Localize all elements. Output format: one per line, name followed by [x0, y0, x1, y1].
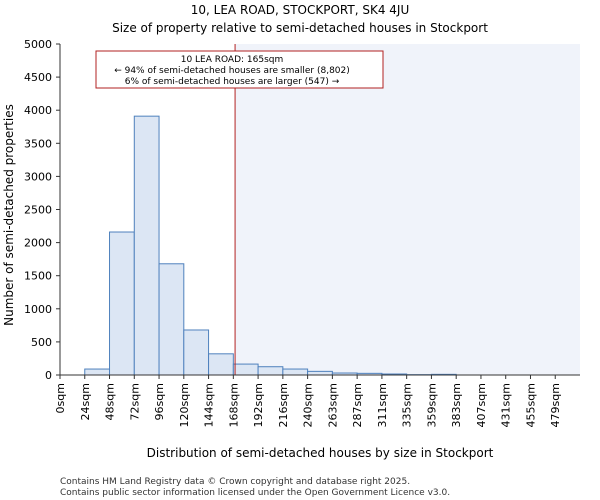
chart-title: 10, LEA ROAD, STOCKPORT, SK4 4JU — [191, 3, 409, 17]
x-tick-label: 48sqm — [104, 383, 117, 420]
y-tick-label: 1000 — [24, 303, 52, 316]
footer-line-1: Contains HM Land Registry data © Crown c… — [60, 477, 410, 487]
x-tick-label: 263sqm — [326, 383, 339, 427]
histogram-bar — [109, 231, 135, 376]
y-tick-label: 3000 — [24, 170, 52, 183]
footer-line-2: Contains public sector information licen… — [60, 488, 450, 498]
x-tick-label: 168sqm — [227, 383, 240, 427]
histogram-bar — [208, 353, 234, 376]
x-tick-label: 144sqm — [203, 383, 216, 427]
x-tick-label: 407sqm — [475, 383, 488, 427]
x-tick-label: 96sqm — [153, 383, 166, 420]
x-tick-label: 479sqm — [549, 383, 562, 427]
y-tick-label: 500 — [31, 336, 52, 349]
annotation-box: 10 LEA ROAD: 165sqm ← 94% of semi-detach… — [95, 50, 384, 89]
y-tick-label: 2000 — [24, 237, 52, 250]
y-tick-label: 2500 — [24, 204, 52, 217]
x-tick-label: 216sqm — [277, 383, 290, 427]
y-tick-label: 3500 — [24, 137, 52, 150]
x-tick-label: 335sqm — [401, 383, 414, 427]
annotation-line-2: ← 94% of semi-detached houses are smalle… — [114, 66, 350, 76]
x-tick-label: 311sqm — [376, 383, 389, 427]
histogram-bar — [183, 329, 210, 376]
annotation-line-3: 6% of semi-detached houses are larger (5… — [125, 77, 340, 87]
x-tick-label: 455sqm — [524, 383, 537, 427]
histogram-bar — [133, 115, 160, 376]
histogram-bar — [307, 370, 333, 376]
y-tick-label: 5000 — [24, 38, 52, 51]
x-axis-label: Distribution of semi-detached houses by … — [147, 446, 494, 460]
histogram-bar — [232, 363, 259, 376]
y-tick-label: 4000 — [24, 104, 52, 117]
x-tick-label: 192sqm — [252, 383, 265, 427]
plot-area: 0 500 1000 1500 2000 2500 3000 3500 4000 4500 5000… — [24, 38, 581, 427]
annotation-border — [95, 50, 384, 89]
x-tick-label: 383sqm — [450, 383, 463, 427]
histogram-bar — [84, 368, 111, 376]
y-tick-label: 1500 — [24, 270, 52, 283]
histogram-bar — [282, 368, 309, 376]
x-tick-label: 431sqm — [500, 383, 513, 427]
x-tick-label: 72sqm — [128, 383, 141, 420]
x-tick-label: 0sqm — [54, 383, 67, 413]
chart-subtitle: Size of property relative to semi-detach… — [112, 21, 488, 35]
histogram-bar — [158, 263, 185, 376]
x-tick-label: 120sqm — [178, 383, 191, 427]
y-tick-label: 4500 — [24, 71, 52, 84]
y-tick-label: 0 — [45, 369, 52, 382]
y-axis-label: Number of semi-detached properties — [2, 104, 16, 326]
annotation-line-1: 10 LEA ROAD: 165sqm — [181, 55, 284, 65]
histogram-bar — [257, 366, 284, 376]
x-tick-label: 240sqm — [302, 383, 315, 427]
x-tick-label: 287sqm — [351, 383, 364, 427]
highlight-region — [235, 44, 581, 375]
x-tick-label: 24sqm — [79, 383, 92, 420]
x-tick-label: 359sqm — [425, 383, 438, 427]
